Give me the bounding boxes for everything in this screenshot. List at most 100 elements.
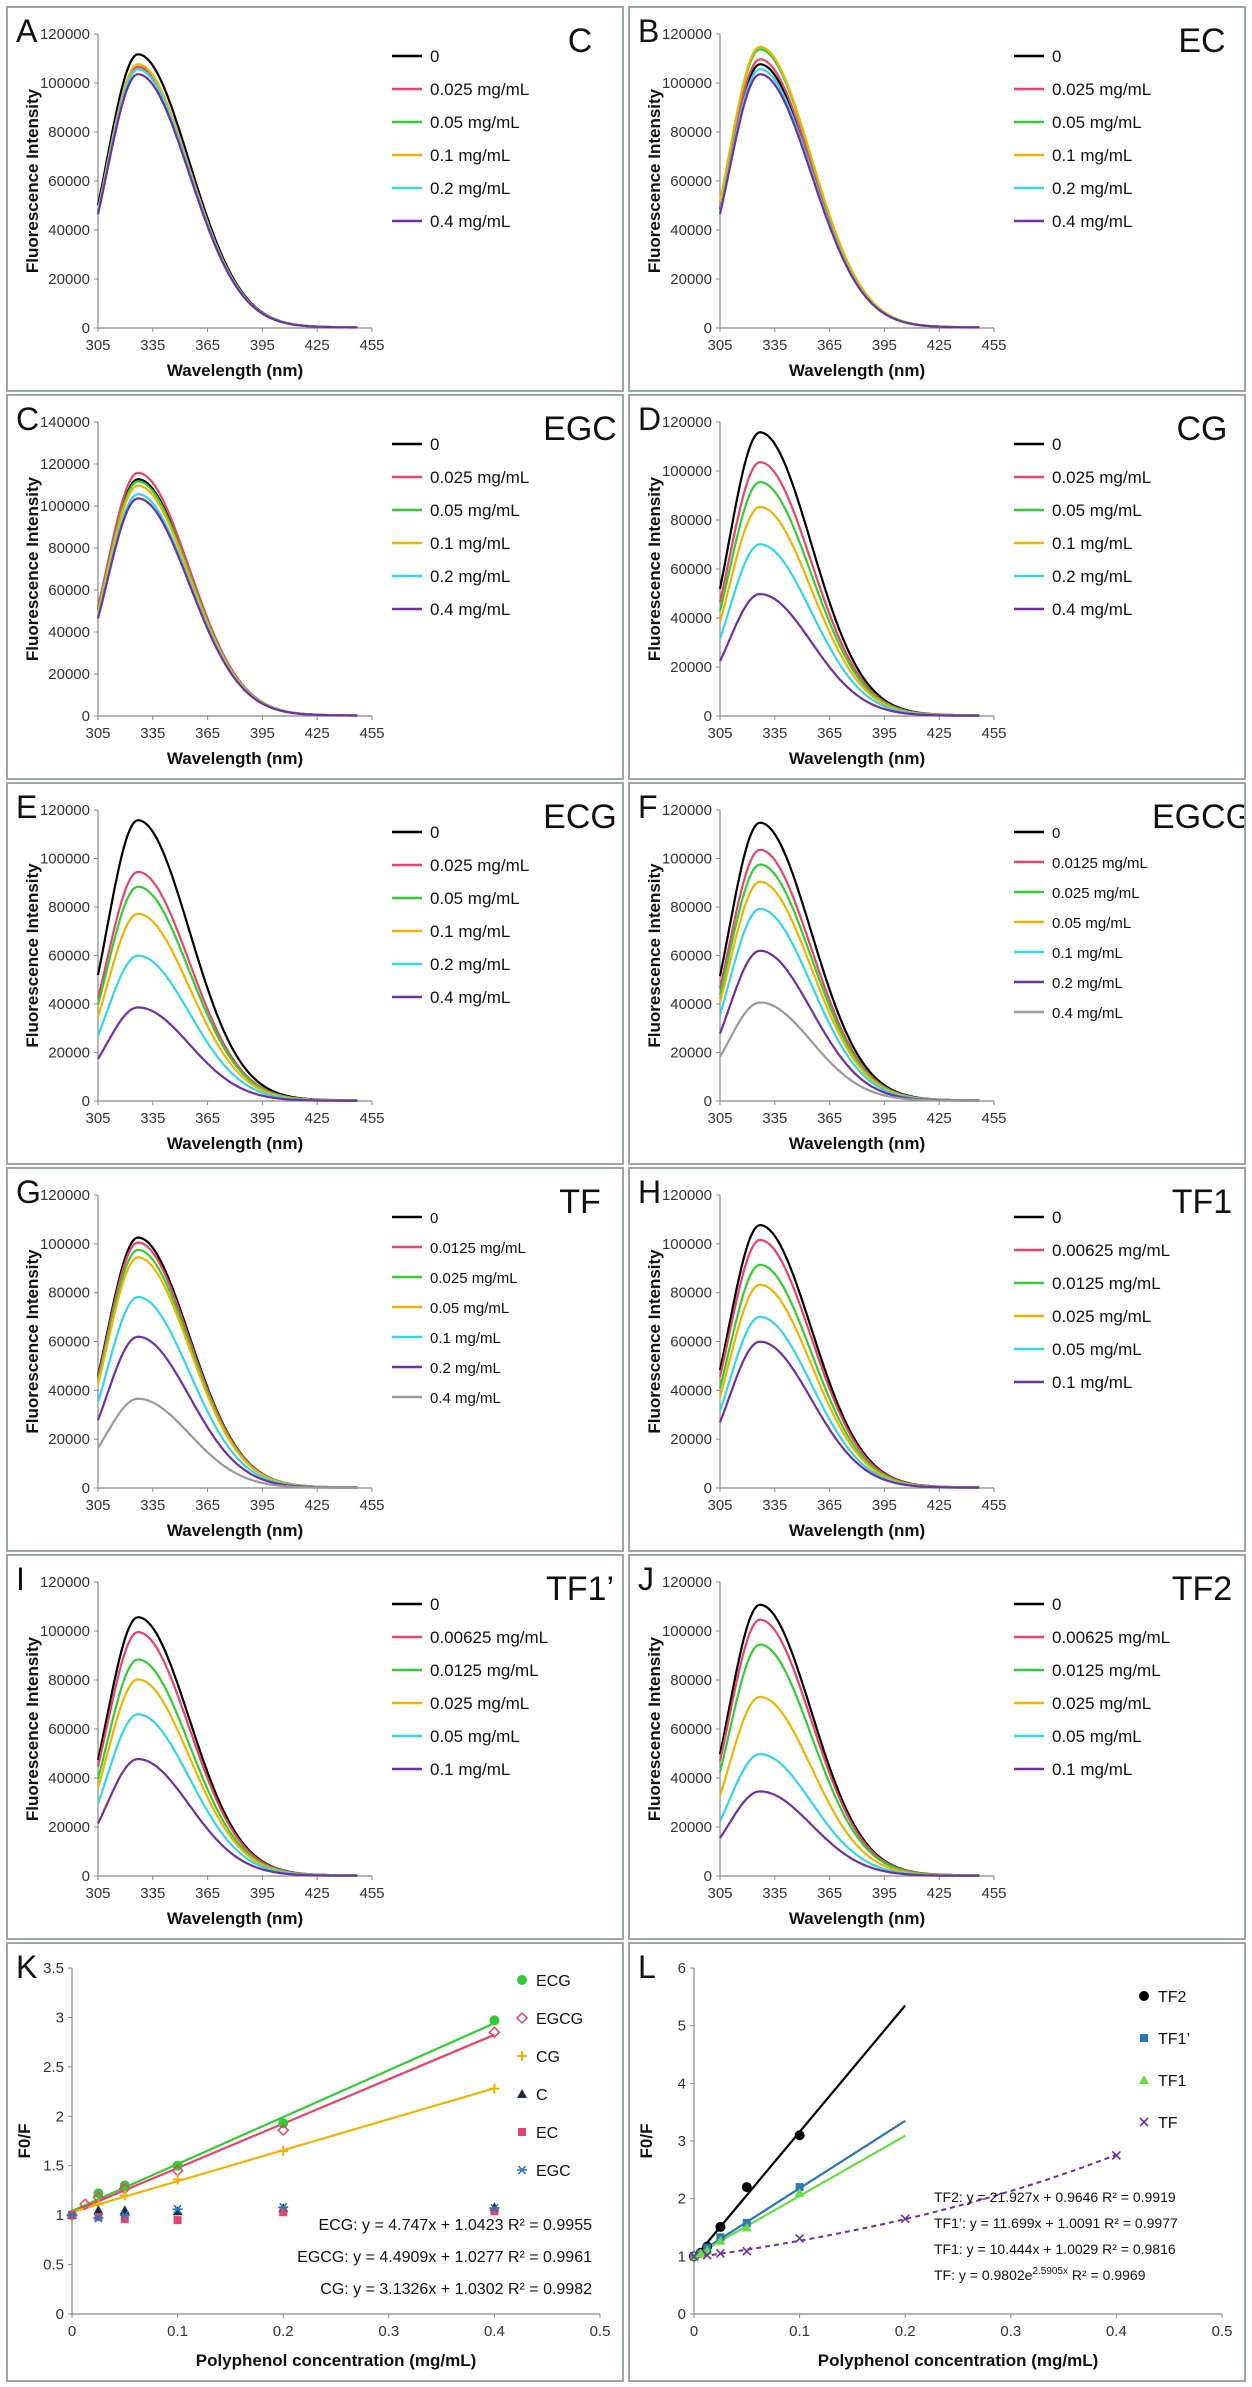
x-tick-label: 0.2	[895, 2323, 916, 2340]
data-point	[689, 2251, 699, 2261]
series-line-4	[96, 954, 358, 1102]
legend-label: 0.2 mg/mL	[1052, 975, 1123, 992]
y-axis-label: Fluorescence Intensity	[23, 863, 42, 1048]
series-line-5	[96, 73, 358, 329]
x-tick-label: 335	[140, 1497, 165, 1514]
legend-label: 0.2 mg/mL	[430, 1360, 501, 1377]
x-tick-label: 455	[981, 1885, 1006, 1902]
fit-equation: CG: y = 3.1326x + 1.0302 R² = 0.9982	[320, 2281, 592, 2298]
legend-label: 0.1 mg/mL	[1052, 945, 1123, 962]
axes: 0 20000 40000 60000 80000 100000 120000 305 335 3…	[23, 802, 385, 1153]
panel-letter: E	[16, 789, 37, 825]
series-line-4	[718, 907, 980, 1102]
x-tick-label: 0.5	[590, 2323, 611, 2340]
y-tick-label: 100000	[40, 498, 90, 515]
y-tick-label: 0	[704, 1480, 712, 1497]
x-tick-label: 425	[305, 1497, 330, 1514]
y-tick-label: 100000	[40, 75, 90, 92]
data-point	[489, 2015, 500, 2026]
x-tick-label: 425	[305, 1110, 330, 1127]
y-tick-label: 120000	[40, 26, 90, 43]
panel-k: K 0 0.5 1 1.5 2 2.5 3 3.5 0 0.1 0.2 0.3 0.4 0.5 Polyphe…	[6, 1942, 624, 2382]
series-line-3	[718, 45, 980, 329]
legend-label: 0.2 mg/mL	[1052, 567, 1132, 586]
fit-equation-r2: R² = 0.9969	[1068, 2267, 1146, 2283]
data-point	[715, 2235, 726, 2245]
panel-letter: H	[638, 1174, 661, 1210]
legend-label: EC	[536, 2125, 558, 2142]
series-lines	[718, 1223, 980, 1489]
fit-equation: TF1’: y = 11.699x + 1.0091 R² = 0.9977	[934, 2215, 1178, 2231]
legend: 0 0.025 mg/mL 0.05 mg/mL 0.1 mg/mL 0.2 mg/mL…	[392, 823, 529, 1007]
axes: 0 20000 40000 60000 80000 100000 120000 140000 3…	[23, 414, 385, 768]
series-lines	[718, 821, 980, 1102]
y-tick-label: 120000	[662, 26, 712, 43]
legend: 0 0.00625 mg/mL 0.0125 mg/mL 0.025 mg/mL 0.0…	[1014, 1595, 1170, 1779]
y-tick-label: 0	[704, 320, 712, 337]
panel-b: B 0 20000 40000 60000 80000 100000 120000 305 335…	[628, 6, 1246, 392]
panel-letter: B	[638, 13, 659, 49]
axes: 0 20000 40000 60000 80000 100000 120000 305 335 3…	[23, 1187, 385, 1540]
legend-label: 0.4 mg/mL	[1052, 1005, 1123, 1022]
legend-label: 0.025 mg/mL	[430, 468, 529, 487]
y-axis-label: Fluorescence Intensity	[645, 863, 664, 1048]
legend: TF2 TF1’ TF1 TF	[1139, 1989, 1190, 2132]
data-point	[119, 2210, 130, 2220]
x-tick-label: 395	[872, 1110, 897, 1127]
y-tick-label: 80000	[48, 124, 90, 141]
x-tick-label: 0	[690, 2323, 698, 2340]
data-points	[689, 2130, 1121, 2262]
y-axis-label: Fluorescence Intensity	[645, 88, 664, 273]
chart-b: B 0 20000 40000 60000 80000 100000 120000 305 335…	[638, 13, 1226, 380]
x-tick-label: 455	[981, 337, 1006, 354]
legend-label: ECG	[536, 1973, 571, 1990]
y-tick-label: 40000	[48, 1382, 90, 1399]
legend-label: 0.05 mg/mL	[1052, 501, 1142, 520]
panel-i: I 0 20000 40000 60000 80000 100000 120000 305 335…	[6, 1554, 624, 1940]
panel-e: E 0 20000 40000 60000 80000 100000 120000 305 335…	[6, 782, 624, 1165]
legend: 0 0.025 mg/mL 0.05 mg/mL 0.1 mg/mL 0.2 mg/mL…	[1014, 47, 1151, 231]
panel-letter: J	[638, 1561, 654, 1597]
series-line-0	[96, 1236, 358, 1489]
y-tick-label: 120000	[40, 1187, 90, 1204]
legend-label: 0.4 mg/mL	[430, 1390, 501, 1407]
data-point	[695, 2248, 706, 2258]
data-point	[1139, 1991, 1149, 2001]
x-tick-label: 455	[359, 1497, 384, 1514]
y-tick-label: 140000	[40, 414, 90, 431]
y-tick-label: 60000	[670, 1721, 712, 1738]
y-axis-label: Fluorescence Intensity	[23, 476, 42, 661]
series-lines	[718, 45, 980, 329]
data-point	[702, 2250, 712, 2260]
y-tick-label: 20000	[48, 666, 90, 683]
series-line-1	[96, 65, 358, 329]
fit-equation: TF2: y = 21.927x + 0.9646 R² = 0.9919	[934, 2189, 1176, 2205]
y-tick-label: 60000	[670, 561, 712, 578]
y-tick-label: 40000	[670, 996, 712, 1013]
y-tick-label: 60000	[48, 1334, 90, 1351]
data-point	[742, 2246, 752, 2256]
legend-label: 0.2 mg/mL	[430, 567, 510, 586]
x-tick-label: 335	[762, 1110, 787, 1127]
legend-label: 0.05 mg/mL	[430, 1300, 509, 1317]
legend-label: 0	[430, 823, 439, 842]
y-tick-label: 0	[82, 320, 90, 337]
x-tick-label: 395	[872, 1885, 897, 1902]
x-tick-label: 425	[927, 1110, 952, 1127]
legend-label: 0.1 mg/mL	[1052, 146, 1132, 165]
series-lines	[96, 1236, 358, 1489]
y-tick-label: 20000	[48, 1045, 90, 1062]
x-tick-label: 395	[872, 337, 897, 354]
series-line-1	[718, 848, 980, 1102]
data-point	[515, 2011, 529, 2025]
legend-label: 0	[1052, 1208, 1061, 1227]
y-tick-label: 100000	[662, 1236, 712, 1253]
y-tick-label: 20000	[48, 271, 90, 288]
data-points	[65, 2015, 501, 2225]
x-tick-label: 365	[195, 725, 220, 742]
x-tick-label: 395	[250, 1110, 275, 1127]
legend-label: 0	[1052, 825, 1060, 842]
y-axis-label: F0/F	[637, 2124, 656, 2159]
axes: 0 20000 40000 60000 80000 100000 120000 305 335 3…	[645, 414, 1007, 768]
